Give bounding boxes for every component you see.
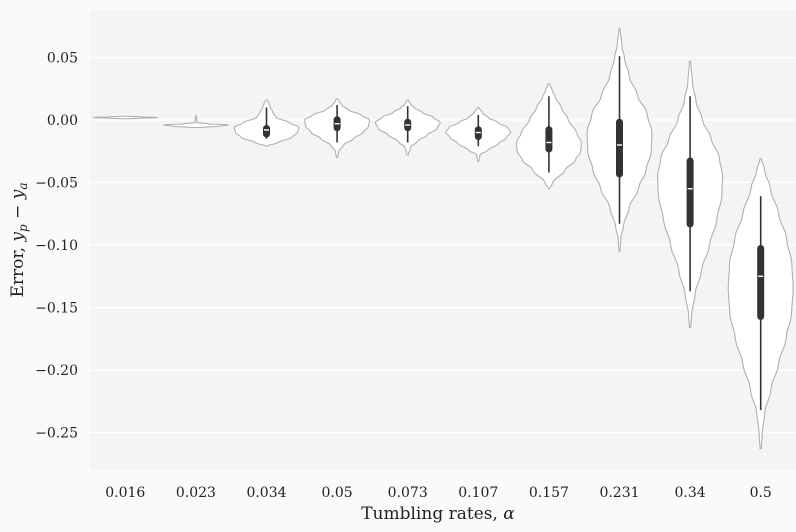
x-tick-label: 0.073 — [388, 485, 428, 501]
x-tick-label: 0.5 — [750, 485, 772, 501]
y-tick-label: 0.00 — [47, 113, 78, 129]
y-tick-label: −0.25 — [35, 426, 78, 442]
y-tick-label: −0.20 — [35, 363, 78, 379]
y-tick-label: −0.05 — [35, 176, 78, 192]
x-tick-label: 0.016 — [105, 485, 145, 501]
y-tick-labels: 0.05 0.00 −0.05 −0.10 −0.15 −0.20 −0.25 — [35, 51, 78, 442]
violin-body — [163, 114, 229, 129]
x-tick-labels: 0.016 0.023 0.034 0.05 0.073 0.107 0.157 0.231 0… — [105, 485, 772, 501]
x-tick-label: 0.231 — [599, 485, 639, 501]
violins — [92, 28, 794, 450]
x-axis-label: Tumbling rates, α — [361, 504, 515, 524]
y-tick-label: −0.10 — [35, 238, 78, 254]
violin-iqr-box — [686, 157, 694, 228]
violin-iqr-box — [263, 125, 270, 138]
y-axis-label: Error, yp − ya — [8, 182, 30, 297]
violin-iqr-box — [545, 126, 553, 153]
violin-iqr-box — [616, 118, 623, 178]
x-tick-label: 0.34 — [675, 485, 706, 501]
violin-body — [92, 115, 158, 120]
x-tick-label: 0.023 — [176, 485, 216, 501]
y-tick-label: 0.05 — [47, 51, 78, 67]
x-tick-label: 0.05 — [322, 485, 353, 501]
x-tick-label: 0.107 — [458, 485, 498, 501]
x-tick-label: 0.157 — [529, 485, 569, 501]
y-tick-label: −0.15 — [35, 301, 78, 317]
x-tick-label: 0.034 — [246, 485, 286, 501]
violin-iqr-box — [757, 245, 765, 320]
